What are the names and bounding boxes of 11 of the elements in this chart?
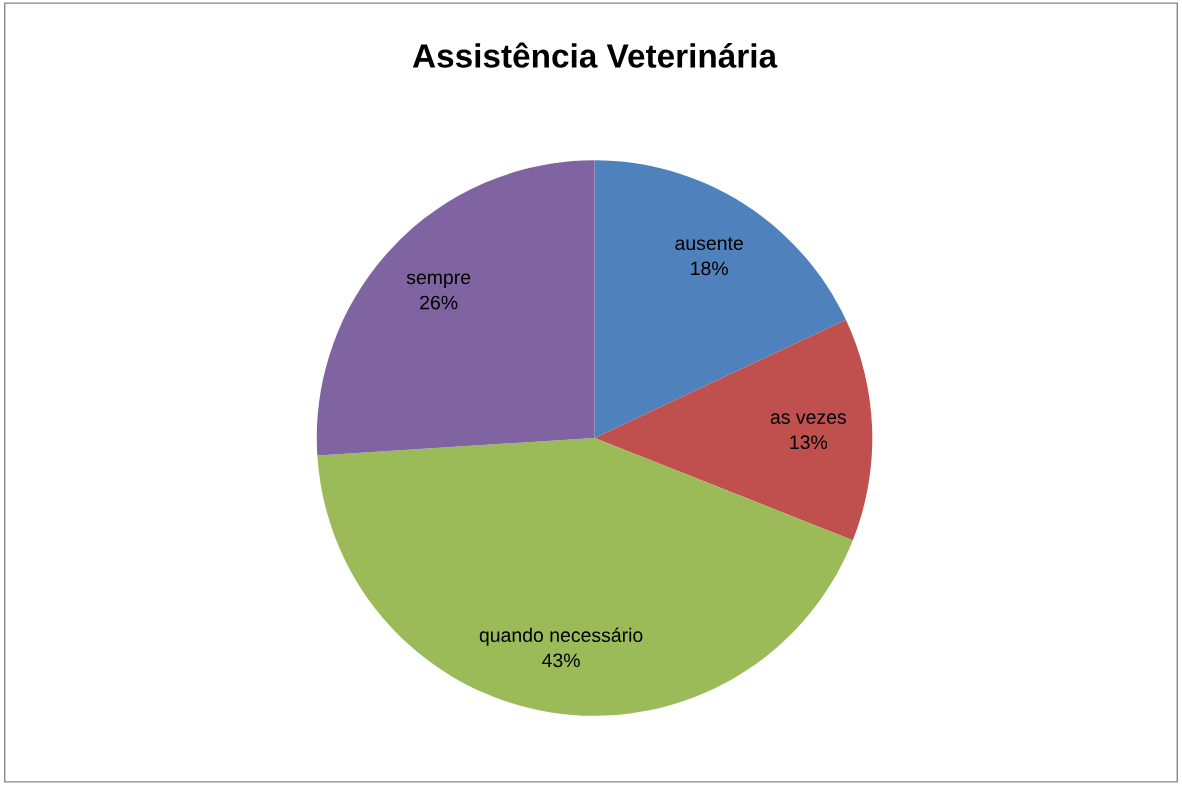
chart-title: Assistência Veterinária — [412, 42, 778, 68]
data-label: 43% — [542, 653, 580, 668]
pie-slice — [316, 160, 595, 456]
data-label: 13% — [790, 435, 828, 450]
data-label: 26% — [420, 295, 458, 310]
slice-label: as vezes — [770, 413, 846, 424]
data-label: 18% — [691, 261, 728, 276]
slice-label: sempre — [406, 273, 471, 289]
slice-label: ausente — [675, 237, 743, 251]
pie-slice — [594, 319, 873, 541]
slice-label: quando necessário — [479, 627, 643, 646]
